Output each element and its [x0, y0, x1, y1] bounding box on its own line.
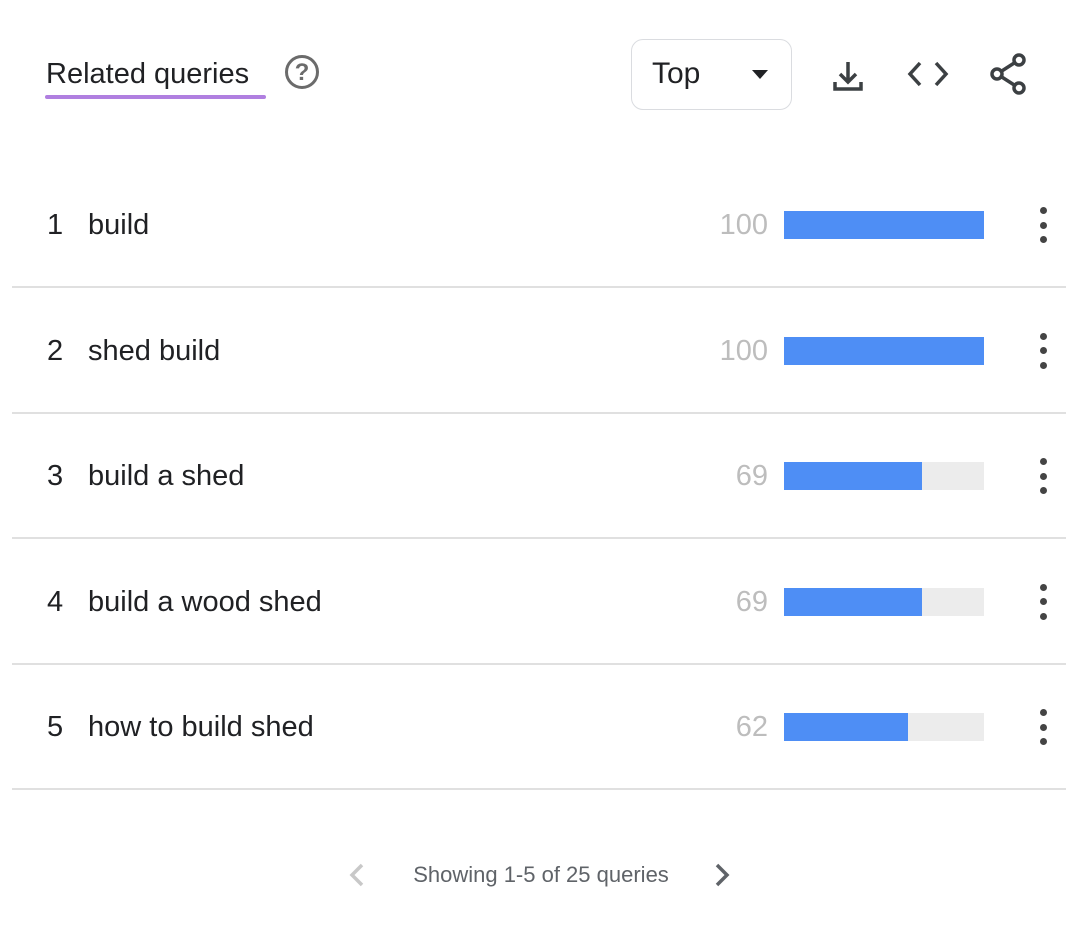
- share-button[interactable]: [984, 50, 1032, 98]
- score-bar-track: [784, 211, 984, 239]
- query-rank: 1: [47, 209, 64, 241]
- help-icon[interactable]: ?: [285, 55, 319, 89]
- query-value: 69: [735, 460, 768, 492]
- more-options-icon[interactable]: [1028, 203, 1058, 247]
- query-label[interactable]: how to build shed: [88, 711, 314, 743]
- score-bar-fill: [784, 211, 984, 239]
- query-row[interactable]: 3 build a shed 69: [12, 414, 1066, 539]
- title-underline: [45, 95, 266, 99]
- pagination-status: Showing 1-5 of 25 queries: [413, 862, 669, 887]
- score-bar-track: [784, 336, 984, 365]
- score-bar-track: [784, 713, 984, 741]
- query-label[interactable]: build a wood shed: [88, 585, 322, 618]
- query-row[interactable]: 1 build 100: [12, 163, 1066, 288]
- query-label[interactable]: build: [88, 209, 150, 241]
- query-row[interactable]: 4 build a wood shed 69: [12, 540, 1066, 665]
- score-bar-fill: [784, 713, 908, 741]
- query-row[interactable]: 5 how to build shed 62: [12, 665, 1066, 790]
- query-rank: 2: [47, 334, 64, 367]
- query-value: 100: [719, 209, 768, 241]
- more-options-icon[interactable]: [1028, 580, 1058, 624]
- next-page-button[interactable]: [704, 858, 738, 892]
- share-icon: [990, 53, 1026, 95]
- more-options-icon[interactable]: [1028, 454, 1058, 498]
- more-options-icon[interactable]: [1028, 329, 1058, 373]
- query-label[interactable]: build a shed: [88, 460, 245, 492]
- query-rank: 4: [47, 585, 64, 618]
- caret-down-icon: [752, 70, 768, 79]
- more-options-icon[interactable]: [1028, 705, 1058, 749]
- query-rank: 3: [47, 460, 64, 492]
- score-bar-fill: [784, 587, 922, 616]
- embed-button[interactable]: [904, 50, 952, 98]
- query-value: 69: [735, 585, 768, 618]
- score-bar-track: [784, 587, 984, 616]
- query-value: 100: [719, 334, 768, 367]
- score-bar-track: [784, 462, 984, 490]
- type-dropdown[interactable]: Top: [631, 39, 792, 110]
- score-bar-fill: [784, 336, 984, 365]
- section-title: Related queries: [46, 58, 250, 90]
- query-row[interactable]: 2 shed build 100: [12, 289, 1066, 414]
- download-button[interactable]: [824, 52, 872, 100]
- query-label[interactable]: shed build: [88, 334, 221, 367]
- embed-code-icon: [907, 61, 949, 87]
- query-value: 62: [735, 711, 768, 743]
- download-icon: [833, 62, 863, 91]
- score-bar-fill: [784, 462, 922, 490]
- dropdown-value: Top: [652, 57, 701, 90]
- query-rank: 5: [47, 711, 64, 743]
- previous-page-button[interactable]: [341, 858, 375, 892]
